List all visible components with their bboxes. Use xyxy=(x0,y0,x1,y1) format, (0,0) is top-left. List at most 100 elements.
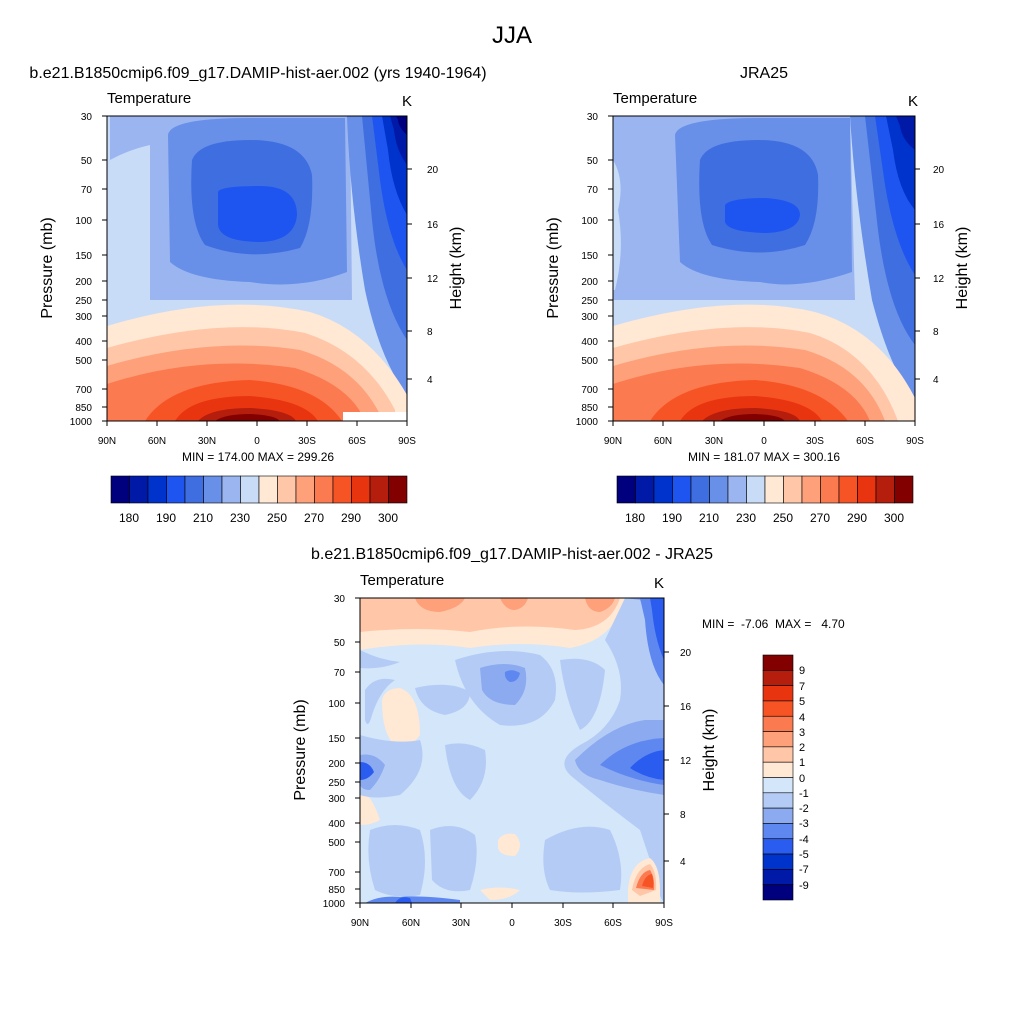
y-tick-label: 400 xyxy=(581,337,598,348)
y-tick-label: 70 xyxy=(81,185,93,196)
x-tick-label: 60S xyxy=(348,436,366,447)
y-tick-label: 400 xyxy=(328,819,345,830)
x-axis: 90N 60N 30N 0 30S 60S 90S xyxy=(98,421,416,447)
colorbar-swatch xyxy=(672,475,692,504)
y-tick-label: 70 xyxy=(587,185,599,196)
y-tick-label: 250 xyxy=(75,296,92,307)
y-right-axis-label: Height (km) xyxy=(701,709,718,792)
colorbar-swatch xyxy=(762,731,794,748)
y-tick-label: 100 xyxy=(328,699,345,710)
colorbar-swatch xyxy=(762,807,794,824)
min-max-label: MIN = 181.07 MAX = 300.16 xyxy=(688,450,840,464)
y-right-tick-label: 16 xyxy=(427,220,439,231)
x-axis: 90N 60N 30N 0 30S 60S 90S xyxy=(351,903,673,929)
x-tick-label: 90N xyxy=(604,436,622,447)
y-tick-label: 300 xyxy=(75,312,92,323)
panel-model: b.e21.B1850cmip6.f09_g17.DAMIP-hist-aer.… xyxy=(29,65,486,525)
x-tick-label: 60S xyxy=(604,918,622,929)
colorbar-swatch xyxy=(762,654,794,671)
y-axis-right: 20 16 12 8 4 xyxy=(664,648,692,868)
colorbar-tick-label: -9 xyxy=(799,880,809,892)
y-tick-label: 500 xyxy=(328,838,345,849)
variable-label: Temperature xyxy=(360,572,444,589)
x-tick-label: 30N xyxy=(198,436,216,447)
colorbar-swatch xyxy=(762,715,794,732)
y-axis-label: Pressure (mb) xyxy=(39,217,56,318)
colorbar-tick-label: 0 xyxy=(799,773,805,785)
x-tick-label: 0 xyxy=(509,918,515,929)
y-right-tick-label: 20 xyxy=(680,648,692,659)
y-tick-label: 850 xyxy=(75,403,92,414)
y-axis-left: 30 50 70 100 150 200 250 300 400 500 700… xyxy=(323,594,360,910)
x-tick-label: 90N xyxy=(98,436,116,447)
colorbar-tick-label: 5 xyxy=(799,696,805,708)
y-tick-label: 250 xyxy=(581,296,598,307)
y-tick-label: 700 xyxy=(581,385,598,396)
colorbar-swatch xyxy=(801,475,821,504)
colorbar-labels: 180 190 210 230 250 270 290 300 xyxy=(119,511,398,525)
colorbar-swatch xyxy=(783,475,803,504)
contour-field xyxy=(613,116,915,421)
colorbar-swatch xyxy=(184,475,204,504)
colorbar-swatch xyxy=(709,475,729,504)
colorbar-labels: 9 7 5 4 3 2 1 0 -1 -2 -3 -4 -5 -7 -9 xyxy=(799,665,809,892)
colorbar-swatch xyxy=(762,838,794,855)
y-axis-left: 30 50 70 100 150 200 250 300 400 500 700… xyxy=(70,112,107,428)
x-tick-label: 30N xyxy=(452,918,470,929)
y-tick-label: 1000 xyxy=(323,899,346,910)
colorbar-tick-label: 180 xyxy=(119,511,139,525)
colorbar-swatch xyxy=(147,475,167,504)
figure-title: JJA xyxy=(492,22,532,49)
colorbar-swatch xyxy=(277,475,297,504)
colorbar-tick-label: -5 xyxy=(799,849,809,861)
colorbar-swatch xyxy=(746,475,766,504)
y-axis-label: Pressure (mb) xyxy=(545,217,562,318)
colorbar-labels: 180 190 210 230 250 270 290 300 xyxy=(625,511,904,525)
y-tick-label: 30 xyxy=(587,112,599,123)
x-tick-label: 60N xyxy=(402,918,420,929)
colorbar-tick-label: 270 xyxy=(810,511,830,525)
x-tick-label: 90S xyxy=(655,918,673,929)
x-tick-label: 0 xyxy=(254,436,260,447)
panel-title: b.e21.B1850cmip6.f09_g17.DAMIP-hist-aer.… xyxy=(29,65,486,82)
colorbar-tick-label: 210 xyxy=(699,511,719,525)
variable-label: Temperature xyxy=(107,90,191,107)
colorbar xyxy=(616,475,914,504)
colorbar-tick-label: -7 xyxy=(799,864,809,876)
colorbar-swatch xyxy=(875,475,895,504)
y-right-tick-label: 20 xyxy=(427,165,439,176)
colorbar-tick-label: 1 xyxy=(799,757,805,769)
colorbar xyxy=(110,475,408,504)
y-tick-label: 1000 xyxy=(576,417,599,428)
colorbar-swatch xyxy=(894,475,914,504)
y-tick-label: 300 xyxy=(581,312,598,323)
y-tick-label: 100 xyxy=(75,216,92,227)
colorbar-swatch xyxy=(221,475,241,504)
colorbar-tick-label: 250 xyxy=(773,511,793,525)
colorbar-tick-label: 210 xyxy=(193,511,213,525)
colorbar-swatch xyxy=(762,823,794,840)
panel-reference: JRA25 Temperature K 30 50 xyxy=(545,65,971,525)
colorbar-swatch xyxy=(762,761,794,778)
y-tick-label: 250 xyxy=(328,778,345,789)
colorbar-tick-label: 230 xyxy=(736,511,756,525)
colorbar-tick-label: 300 xyxy=(378,511,398,525)
x-tick-label: 90S xyxy=(906,436,924,447)
x-tick-label: 30S xyxy=(806,436,824,447)
x-tick-label: 0 xyxy=(761,436,767,447)
y-right-axis-label: Height (km) xyxy=(448,227,465,310)
y-tick-label: 50 xyxy=(334,638,346,649)
colorbar-tick-label: -4 xyxy=(799,834,809,846)
colorbar-swatch xyxy=(762,700,794,717)
colorbar-tick-label: 9 xyxy=(799,665,805,677)
y-tick-label: 30 xyxy=(81,112,93,123)
y-right-tick-label: 4 xyxy=(680,857,686,868)
y-right-tick-label: 16 xyxy=(680,702,692,713)
colorbar-swatch xyxy=(332,475,352,504)
colorbar-swatch xyxy=(690,475,710,504)
colorbar-swatch xyxy=(762,884,794,901)
colorbar-swatch xyxy=(295,475,315,504)
panel-difference: b.e21.B1850cmip6.f09_g17.DAMIP-hist-aer.… xyxy=(292,546,845,929)
colorbar-swatch xyxy=(388,475,408,504)
